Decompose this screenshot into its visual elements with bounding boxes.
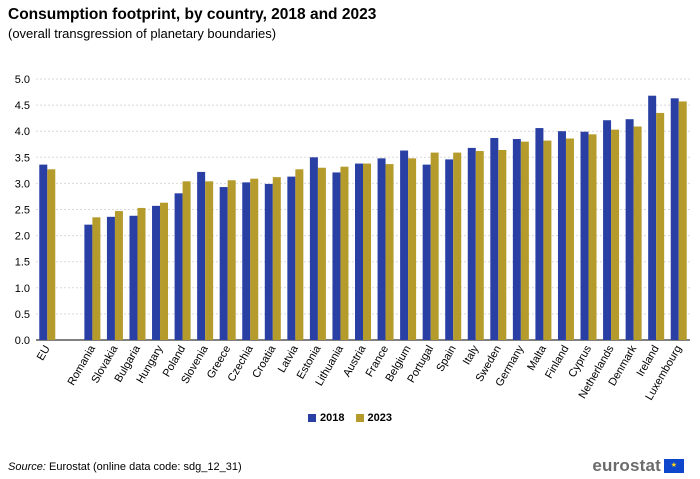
bar-2018-spain xyxy=(445,159,454,340)
y-tick-label: 1.0 xyxy=(15,283,30,295)
bar-2023-slovakia xyxy=(114,211,123,340)
bar-2018-italy xyxy=(467,147,476,340)
bar-2018-lithuania xyxy=(332,172,341,340)
y-tick-label: 4.5 xyxy=(15,100,30,112)
bar-2018-latvia xyxy=(287,176,296,340)
bar-2023-austria xyxy=(363,163,371,340)
y-tick-label: 5.0 xyxy=(15,74,30,86)
bar-2023-estonia xyxy=(317,167,326,340)
bar-2018-slovenia xyxy=(197,171,206,340)
bar-2018-slovakia xyxy=(106,216,115,340)
bar-2023-poland xyxy=(182,181,191,340)
bar-2023-france xyxy=(385,164,394,340)
bar-2018-denmark xyxy=(625,119,634,340)
y-tick-label: 0.5 xyxy=(15,309,30,321)
bar-2023-czechia xyxy=(250,178,259,340)
y-tick-label: 4.0 xyxy=(15,126,30,138)
chart-subtitle: (overall transgression of planetary boun… xyxy=(8,26,277,41)
y-tick-label: 3.5 xyxy=(15,152,30,164)
bar-2023-luxembourg xyxy=(678,101,687,340)
bar-2018-czechia xyxy=(242,182,251,340)
bar-2018-sweden xyxy=(490,137,499,340)
logo-text: eurostat xyxy=(592,456,661,475)
bar-2023-eu xyxy=(47,169,56,340)
bar-2023-spain xyxy=(453,152,462,340)
bar-2023-belgium xyxy=(408,158,417,340)
bar-2018-cyprus xyxy=(580,131,589,340)
bar-2023-germany xyxy=(520,141,529,340)
bar-2018-poland xyxy=(174,193,183,340)
legend-swatch-2018 xyxy=(307,414,316,422)
eurostat-logo[interactable]: eurostat xyxy=(592,456,684,476)
chart-title: Consumption footprint, by country, 2018 … xyxy=(8,6,377,23)
bar-2018-romania xyxy=(84,224,93,340)
bar-2018-portugal xyxy=(422,164,431,340)
bar-2018-ireland xyxy=(648,95,657,340)
bar-2018-estonia xyxy=(309,157,318,340)
x-tick-label: Croatia xyxy=(250,343,279,380)
y-tick-label: 2.5 xyxy=(15,205,30,217)
bar-2023-lithuania xyxy=(340,166,349,340)
bar-2023-portugal xyxy=(430,152,439,340)
bar-2023-ireland xyxy=(656,112,665,341)
bar-2023-hungary xyxy=(160,202,169,340)
bar-2023-finland xyxy=(565,138,574,340)
bar-2018-finland xyxy=(557,131,566,340)
eu-flag-icon xyxy=(664,459,684,473)
y-tick-label: 0.0 xyxy=(15,335,30,347)
x-tick-label: Spain xyxy=(434,344,458,374)
bar-2023-greece xyxy=(227,180,236,340)
bar-2023-netherlands xyxy=(611,129,620,340)
legend-item-2018: 2018 xyxy=(307,412,345,424)
bar-2018-malta xyxy=(535,128,544,340)
bar-2023-croatia xyxy=(272,177,281,340)
x-tick-label: Italy xyxy=(461,343,482,367)
bar-2018-belgium xyxy=(400,150,409,340)
legend-item-2023: 2023 xyxy=(355,412,393,424)
y-tick-label: 2.0 xyxy=(15,231,30,243)
y-tick-label: 3.0 xyxy=(15,178,30,190)
bar-2018-austria xyxy=(355,163,363,340)
bar-2023-cyprus xyxy=(588,134,597,340)
bar-2018-eu xyxy=(39,164,48,340)
bar-2023-italy xyxy=(475,151,484,340)
bar-2018-luxembourg xyxy=(670,98,679,341)
bar-2023-bulgaria xyxy=(137,207,146,340)
bar-2018-france xyxy=(377,158,386,340)
bar-2023-sweden xyxy=(498,149,507,340)
bar-2023-latvia xyxy=(295,169,304,340)
bar-2023-romania xyxy=(92,217,101,340)
bar-2023-slovenia xyxy=(205,181,214,340)
x-tick-label: EU xyxy=(35,343,53,362)
bar-2018-hungary xyxy=(152,205,161,340)
source-note: Source: Eurostat (online data code: sdg_… xyxy=(8,461,242,473)
legend: 2018 2023 xyxy=(0,412,700,425)
source-label: Source: xyxy=(8,461,46,473)
bar-2018-croatia xyxy=(264,183,273,340)
y-tick-label: 1.5 xyxy=(15,257,30,269)
legend-label-2018: 2018 xyxy=(319,412,345,424)
source-text: Eurostat (online data code: sdg_12_31) xyxy=(48,461,242,473)
bar-2023-malta xyxy=(543,140,552,340)
bar-2018-bulgaria xyxy=(129,215,138,340)
legend-swatch-2023 xyxy=(355,414,364,422)
bar-2018-netherlands xyxy=(603,120,612,340)
bar-2018-greece xyxy=(219,187,228,340)
legend-label-2023: 2023 xyxy=(367,412,393,424)
bar-2018-germany xyxy=(512,139,521,340)
bar-2023-denmark xyxy=(633,126,642,340)
